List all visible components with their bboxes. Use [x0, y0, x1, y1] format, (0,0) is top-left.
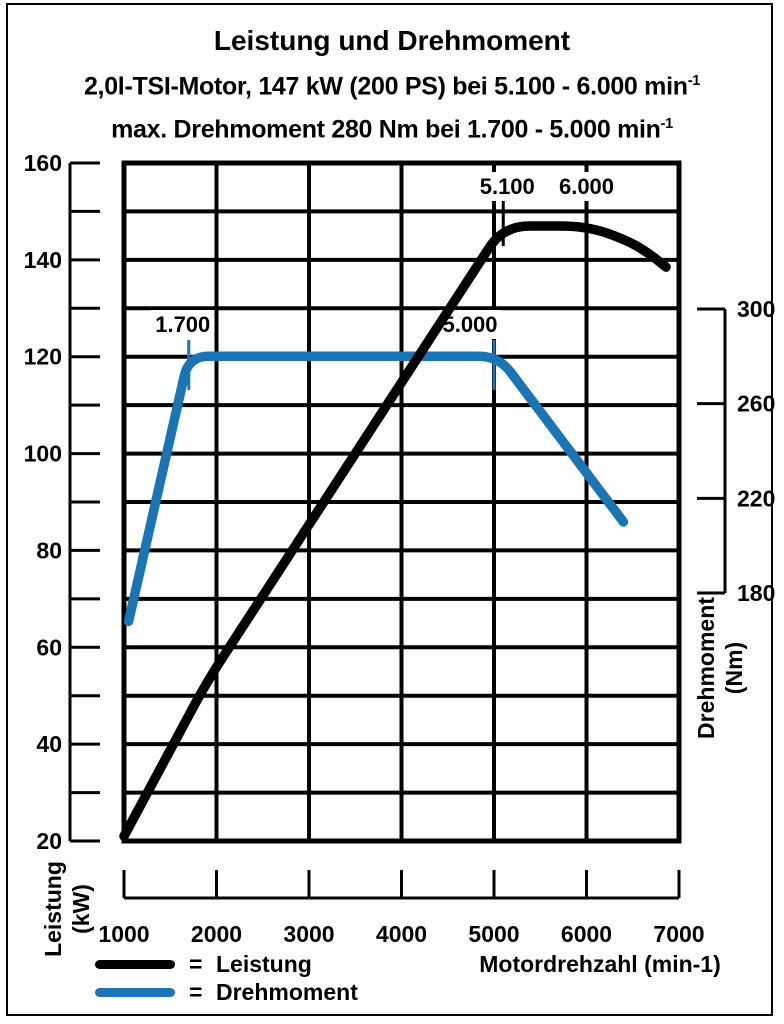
title-block: Leistung und Drehmoment 2,0l-TSI-Motor, … — [0, 23, 784, 149]
annotation-label: 1.700 — [155, 312, 210, 337]
outer-border — [6, 3, 773, 1016]
x-axis-tick-label: 5000 — [468, 921, 519, 947]
y-right-axis-title: Drehmoment — [693, 597, 719, 739]
subtitle-torque-text: max. Drehmoment 280 Nm bei 1.700 - 5.000… — [111, 115, 661, 144]
legend-item-power: = Leistung — [95, 950, 358, 978]
x-axis-title: Motordrehzahl (min-1) — [479, 951, 721, 977]
plot-border — [121, 160, 682, 844]
chart-subtitle-power: 2,0l-TSI-Motor, 147 kW (200 PS) bei 5.10… — [0, 62, 784, 105]
y-right-axis-title-unit: (Nm) — [721, 642, 747, 694]
x-axis-tick-label: 7000 — [653, 921, 704, 947]
legend-label-torque: Drehmoment — [216, 978, 358, 1005]
chart-subtitle-torque: max. Drehmoment 280 Nm bei 1.700 - 5.000… — [0, 105, 784, 148]
annotation-label-bg — [151, 310, 215, 339]
legend-equals-torque: = — [189, 978, 203, 1005]
left-axis-tick-label: 160 — [24, 150, 62, 176]
x-axis-tick-label: 3000 — [283, 921, 334, 947]
subtitle-power-text: 2,0l-TSI-Motor, 147 kW (200 PS) bei 5.10… — [83, 72, 688, 101]
annotation-label-bg — [554, 172, 619, 201]
left-axis-tick-label: 100 — [24, 441, 62, 467]
power-curve — [119, 221, 671, 841]
left-axis-tick-label: 120 — [24, 344, 62, 370]
annotation-label-bg — [475, 172, 539, 201]
left-axis-tick-label: 140 — [24, 247, 62, 273]
right-axis-tick-label: 300 — [737, 296, 775, 322]
x-axis-tick-label: 6000 — [561, 921, 612, 947]
y-left-axis-title: Leistung — [40, 861, 66, 957]
legend-equals-power: = — [189, 950, 203, 977]
left-axis-tick-label: 20 — [36, 828, 62, 854]
right-axis-tick-label: 260 — [737, 391, 775, 417]
x-axis-tick-label: 2000 — [191, 921, 242, 947]
subtitle-power-superscript: -1 — [687, 73, 701, 89]
annotation-label: 6.000 — [559, 174, 614, 199]
right-axis-tick-label: 180 — [737, 580, 775, 606]
torque-curve — [123, 351, 629, 627]
left-axis-tick-label: 40 — [36, 731, 62, 757]
power-line-swatch — [95, 959, 175, 969]
annotation-label: 5.100 — [480, 174, 535, 199]
chart-title: Leistung und Drehmoment — [213, 25, 571, 56]
left-axis-tick-label: 60 — [36, 634, 62, 660]
legend-item-torque: = Drehmoment — [95, 978, 358, 1006]
chart-legend: = Leistung = Drehmoment — [95, 950, 358, 1006]
x-axis-tick-label: 4000 — [376, 921, 427, 947]
left-axis-tick-label: 80 — [36, 537, 62, 563]
right-axis-tick-label: 220 — [737, 485, 775, 511]
annotation-label: 5.000 — [442, 312, 497, 337]
legend-label-power: Leistung — [216, 950, 312, 977]
x-axis-tick-label: 1000 — [98, 921, 149, 947]
torque-line-swatch — [95, 987, 175, 997]
y-left-axis-title-unit: (kW) — [68, 884, 94, 934]
subtitle-torque-superscript: -1 — [660, 116, 674, 133]
